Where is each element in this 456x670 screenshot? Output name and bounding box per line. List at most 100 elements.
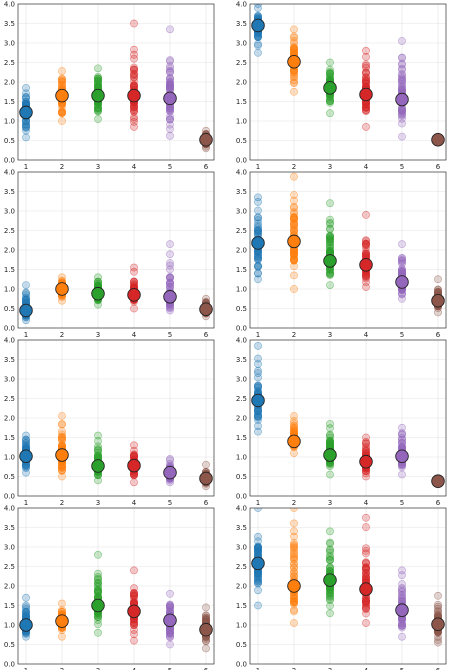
x-tick-label: 4 [132,163,137,171]
data-point [398,257,406,266]
y-tick-label: 3.0 [236,207,247,215]
axes-frame [249,507,447,665]
axes-frame [17,339,215,497]
data-point [326,594,334,603]
data-point [326,70,334,79]
data-point [94,586,102,595]
data-point [130,105,138,113]
y-tick-label: 2.0 [4,414,15,422]
x-tick-label: 6 [204,499,209,507]
data-point [434,636,442,644]
data-point [290,76,298,85]
points-layer [19,240,213,325]
y-tick-label: 4.0 [4,168,15,176]
data-point [130,566,138,575]
y-tick-label: 3.5 [4,356,15,364]
points-layer [19,19,213,153]
mean-marker [91,598,105,613]
points-layer [19,412,213,491]
data-point [202,603,210,612]
data-point [326,440,334,449]
x-tick-label: 6 [204,331,209,339]
points-layer [251,341,445,489]
data-point [290,172,298,181]
data-point [398,619,406,628]
data-point [362,599,370,608]
data-point [326,470,334,479]
data-point [398,621,406,630]
data-point [290,417,298,425]
data-point [254,508,262,512]
data-point [398,240,406,249]
x-tick-label: 4 [132,331,137,339]
data-point [398,78,406,87]
data-point [22,121,30,130]
data-point [58,463,66,472]
y-tick-label: 1.5 [236,434,247,442]
y-tick-label: 2.0 [236,78,247,86]
data-point [130,626,138,634]
y-tick-label: 3.5 [236,188,247,196]
data-point [94,576,102,584]
data-point [398,119,406,128]
y-tick-label: 0.0 [236,156,247,164]
y-tick-label: 0.0 [4,324,15,332]
y-tick-label: 1.5 [4,98,15,106]
y-tick-label: 0.0 [4,156,15,164]
y-tick-label: 1.0 [4,453,15,461]
y-tick-label: 0.5 [4,641,15,649]
data-point [58,466,66,475]
data-point [94,273,102,282]
mean-marker [19,105,33,120]
data-point [290,68,298,77]
x-tick-label: 4 [364,331,369,339]
x-tick-label: 3 [328,163,332,171]
y-tick-label: 2.5 [236,59,247,67]
x-tick-label: 5 [168,667,172,670]
data-point [326,58,334,67]
y-tick-label: 3.5 [4,524,15,532]
data-point [166,77,174,86]
x-tick-label: 4 [364,163,369,171]
y-tick-label: 0.5 [4,137,15,145]
data-point [130,304,138,313]
data-point [254,227,262,236]
data-point [254,41,262,50]
mean-marker [199,132,213,147]
y-tick-label: 1.5 [236,266,247,274]
x-tick-label: 5 [400,331,404,339]
data-point [58,109,66,117]
data-point [398,571,406,580]
axes-frame [17,507,215,665]
data-point [22,83,30,92]
data-point [326,199,334,208]
data-point [362,101,370,110]
data-point [326,424,334,433]
points-layer [251,172,445,317]
data-point [290,607,298,616]
data-point [254,579,262,588]
data-point [94,569,102,578]
mean-marker [127,288,141,302]
data-point [398,423,406,432]
mean-marker [163,290,177,304]
data-point [362,442,370,451]
data-point [326,609,334,618]
data-point [254,586,262,595]
data-point [290,527,298,536]
x-tick-label: 2 [60,331,64,339]
data-point [362,63,370,72]
x-tick-label: 4 [364,499,369,507]
y-tick-label: 2.0 [4,246,15,254]
data-point [58,599,66,608]
data-point [130,267,138,276]
data-point [362,433,370,442]
mean-marker [287,54,301,69]
y-tick-label: 0.0 [4,492,15,500]
points-layer [19,550,213,653]
data-point [254,382,262,390]
data-point [398,596,406,605]
data-point [290,600,298,609]
data-point [130,592,138,600]
data-point [202,614,210,623]
